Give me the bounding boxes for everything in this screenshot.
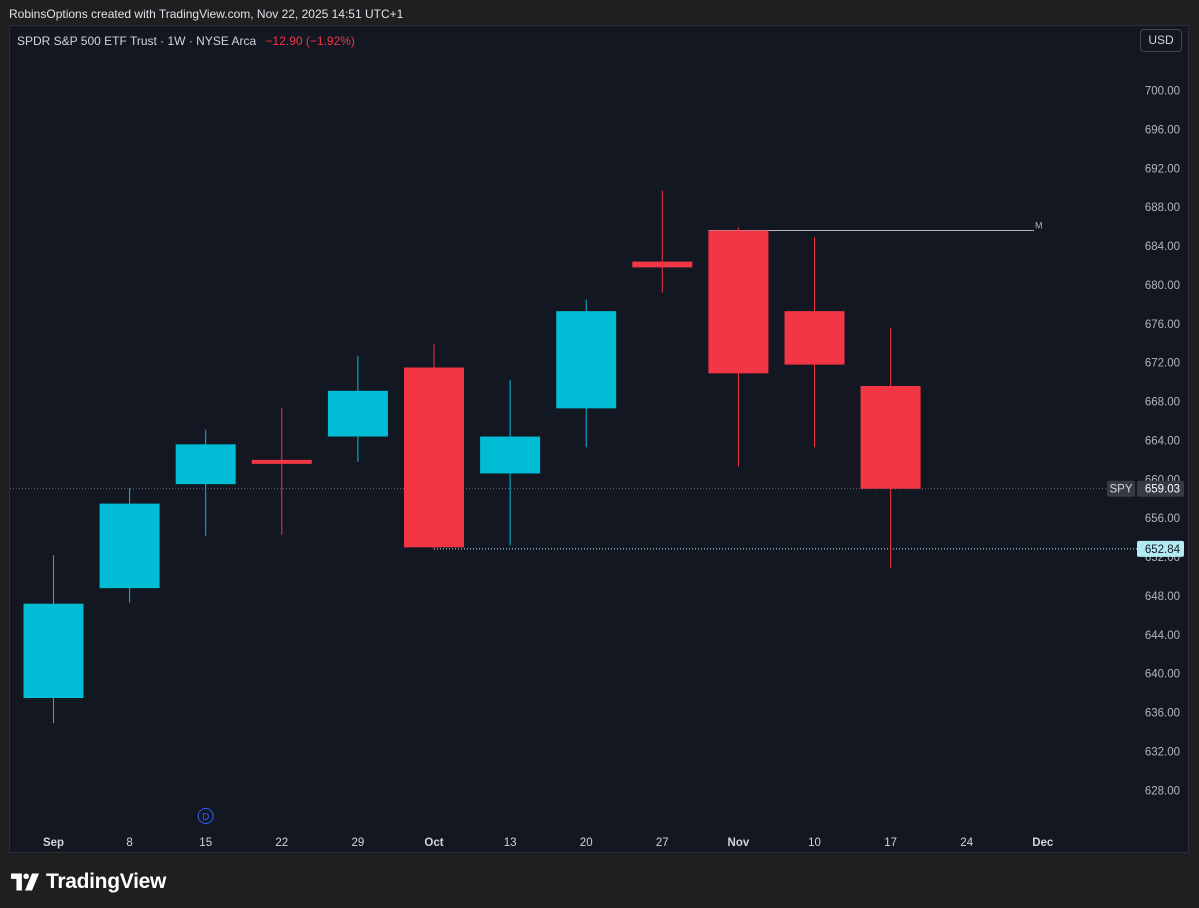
chart-legend: SPDR S&P 500 ETF Trust · 1W · NYSE Arca … bbox=[17, 34, 355, 48]
tradingview-logo-icon bbox=[11, 873, 39, 891]
x-axis-tick-label: 13 bbox=[504, 837, 517, 849]
candle-body[interactable] bbox=[327, 390, 388, 437]
x-axis-tick-label: Sep bbox=[43, 837, 64, 849]
candle-body[interactable] bbox=[99, 503, 160, 589]
y-axis-tick-label: 628.00 bbox=[1145, 785, 1180, 797]
y-axis-tick-label: 684.00 bbox=[1145, 241, 1180, 253]
y-axis-tick-label: 672.00 bbox=[1145, 358, 1180, 370]
x-axis-tick-label: 27 bbox=[656, 837, 669, 849]
candle-body[interactable] bbox=[708, 230, 769, 374]
candle-body[interactable] bbox=[251, 459, 312, 464]
x-axis-tick-label: 29 bbox=[352, 837, 365, 849]
y-axis-tick-label: 664.00 bbox=[1145, 435, 1180, 447]
y-axis-tick-label: 668.00 bbox=[1145, 397, 1180, 409]
symbol-tag bbox=[1107, 480, 1135, 497]
high-level-marker-label: M bbox=[1035, 220, 1043, 230]
dividend-marker-icon[interactable] bbox=[197, 808, 214, 824]
chart-panel[interactable]: 628.00 632.00 636.00 640.00 644.00 648.00 652.… bbox=[9, 25, 1189, 853]
y-axis-tick-label: 696.00 bbox=[1145, 124, 1180, 136]
candle-body[interactable] bbox=[175, 444, 236, 485]
currency-button[interactable]: USD bbox=[1140, 29, 1182, 52]
candle-body[interactable] bbox=[860, 385, 921, 489]
y-axis-tick-label: 680.00 bbox=[1145, 280, 1180, 292]
price-change: −12.90 (−1.92%) bbox=[265, 34, 355, 48]
candle-body[interactable] bbox=[556, 311, 617, 409]
candle-body[interactable] bbox=[23, 603, 84, 698]
y-axis-tick-label: 688.00 bbox=[1145, 202, 1180, 214]
y-axis-tick-label: 644.00 bbox=[1145, 630, 1180, 642]
x-axis-tick-label: 22 bbox=[275, 837, 288, 849]
footer: TradingView bbox=[0, 853, 1199, 908]
brand-name: TradingView bbox=[46, 870, 167, 893]
y-axis-tick-label: 640.00 bbox=[1145, 669, 1180, 681]
current-price-label: 659.03 bbox=[1145, 484, 1180, 496]
x-axis-tick-label: Oct bbox=[424, 837, 443, 849]
current-price-tag bbox=[1137, 480, 1184, 497]
y-axis-tick-label: 636.00 bbox=[1145, 708, 1180, 720]
x-axis-tick-label: 20 bbox=[580, 837, 593, 849]
symbol-description: SPDR S&P 500 ETF Trust · 1W · NYSE Arca bbox=[17, 34, 257, 48]
low-level-label: 652.84 bbox=[1145, 544, 1181, 556]
y-axis-tick-label: 632.00 bbox=[1145, 746, 1180, 758]
dividend-marker-label: D bbox=[202, 812, 209, 823]
x-axis-tick-label: 24 bbox=[960, 837, 973, 849]
y-axis-tick-label: 692.00 bbox=[1145, 163, 1180, 175]
x-axis-tick-label: 15 bbox=[199, 837, 212, 849]
candle-body[interactable] bbox=[404, 367, 464, 548]
x-axis-tick-label: 8 bbox=[126, 837, 132, 849]
chart-credit: RobinsOptions created with TradingView.c… bbox=[9, 7, 404, 21]
low-level-tag bbox=[1137, 540, 1184, 557]
top-bar: RobinsOptions created with TradingView.c… bbox=[0, 0, 1199, 26]
y-axis-tick-label: 656.00 bbox=[1145, 513, 1180, 525]
candle-body[interactable] bbox=[784, 311, 845, 365]
symbol-tag-label: SPY bbox=[1109, 484, 1132, 496]
tradingview-brand[interactable]: TradingView bbox=[11, 870, 166, 894]
y-axis-tick-label: 700.00 bbox=[1145, 86, 1180, 98]
candlestick-chart[interactable]: 628.00 632.00 636.00 640.00 644.00 648.00 652.… bbox=[10, 26, 1189, 853]
y-axis-tick-label: 676.00 bbox=[1145, 319, 1180, 331]
x-axis-tick-label: Dec bbox=[1032, 837, 1054, 849]
candle-body[interactable] bbox=[480, 436, 541, 474]
x-axis-tick-label: 10 bbox=[808, 837, 821, 849]
x-axis-tick-label: Nov bbox=[728, 837, 750, 849]
candle-body[interactable] bbox=[632, 261, 693, 268]
y-axis-tick-label: 648.00 bbox=[1145, 591, 1180, 603]
x-axis-tick-label: 17 bbox=[884, 837, 897, 849]
